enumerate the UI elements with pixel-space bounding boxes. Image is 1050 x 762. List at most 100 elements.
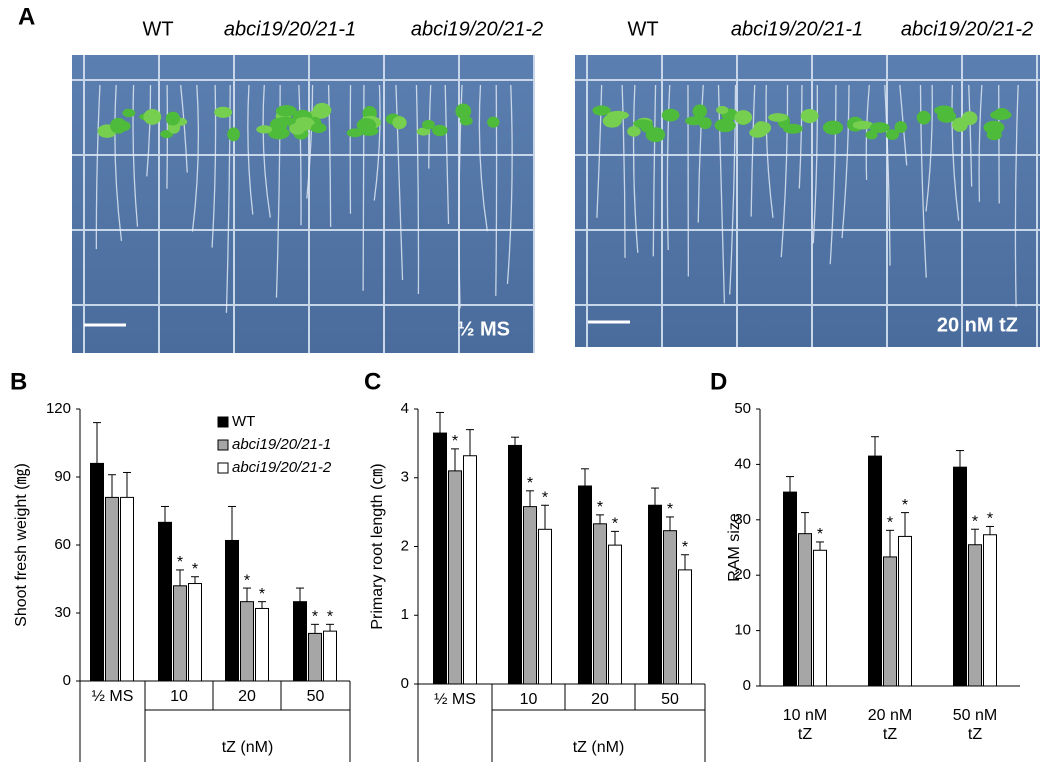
seedling [633,119,653,128]
photo-plate [575,55,1040,347]
error-bar [816,541,824,551]
panel-label: A [18,3,35,30]
seedling [592,105,611,116]
bar [983,534,997,687]
bar [798,533,812,687]
seedling [983,120,1005,135]
error-bar [666,516,674,531]
error-bar [466,429,474,456]
bar [538,528,552,685]
bar [105,496,119,682]
error-bar [93,422,101,464]
root [666,84,671,251]
error-bar [611,530,619,546]
seedling [734,110,753,125]
genotype-label: WT [142,18,173,40]
x-tick-label: 50 [661,691,679,708]
y-tick-label: 0 [743,677,751,694]
significance-star: * [452,433,458,450]
error-bar [871,436,879,457]
error-bar [176,569,184,586]
seedling [392,116,407,130]
y-tick-label: 2 [401,537,409,554]
seedling [698,117,712,130]
root [415,84,420,295]
error-bar [901,512,909,537]
root [968,84,973,187]
error-bar [886,529,894,557]
significance-star: * [887,515,893,532]
error-bar [311,623,319,634]
x-tick-label: 10 [170,688,188,705]
error-bar [326,623,334,632]
x-group-label: tZ (nM) [573,739,625,756]
bar [868,455,882,687]
legend-label: abci19/20/21-2 [232,459,332,476]
error-bar [681,554,689,570]
error-bar [541,504,549,530]
bar [678,569,692,685]
root [829,84,837,265]
seedling [606,110,629,120]
condition-label: ½ MS [458,318,510,340]
photos [72,55,1040,353]
y-axis-label: RAM size [726,513,743,582]
bar [783,491,797,687]
root [919,84,927,278]
root [306,84,314,199]
y-tick-label: 0 [401,675,409,692]
panel-label: B [10,368,27,395]
error-bar [596,514,604,524]
bar [593,523,607,685]
bar [448,470,462,685]
y-tick-label: 30 [54,604,71,621]
seedling [685,116,704,126]
bar [883,556,897,687]
y-tick-label: 3 [401,469,409,486]
condition-label: 20 nM tZ [937,314,1018,336]
root [1014,84,1019,307]
bar [578,485,592,685]
x-group-label: tZ (nM) [222,739,274,756]
root [596,84,603,218]
seedling [256,125,273,134]
bar [308,632,322,682]
bar [648,504,662,685]
bar [433,432,447,685]
y-tick-label: 50 [734,400,751,417]
error-bar [581,468,589,486]
y-axis-label: Shoot fresh weight (㎎) [13,463,30,627]
significance-star: * [244,572,250,589]
panel-label: D [710,368,727,395]
y-axis-label: Primary root length (㎝) [369,463,386,629]
significance-star: * [259,586,265,603]
legend-swatch [217,462,229,474]
y-tick-label: 60 [54,536,71,553]
error-bar [786,476,794,493]
root [114,84,123,242]
error-bar [511,436,519,446]
root [506,84,513,285]
error-bar [123,471,131,498]
error-bar [243,587,251,602]
root [146,84,152,177]
significance-star: * [597,499,603,516]
x-tick-label: 50 [307,688,325,705]
significance-star: * [987,511,993,528]
seedling [267,126,290,140]
root [395,84,404,281]
root [495,84,498,296]
x-tick-label: 20 nM tZ [867,707,913,743]
root [444,84,450,225]
error-bar [986,525,994,535]
seedling [937,109,957,123]
root [978,84,983,202]
significance-star: * [527,475,533,492]
seedling [716,105,729,115]
error-bar [651,487,659,506]
root [132,84,139,227]
root [373,84,381,201]
bar [463,455,477,685]
seedling [869,122,890,133]
